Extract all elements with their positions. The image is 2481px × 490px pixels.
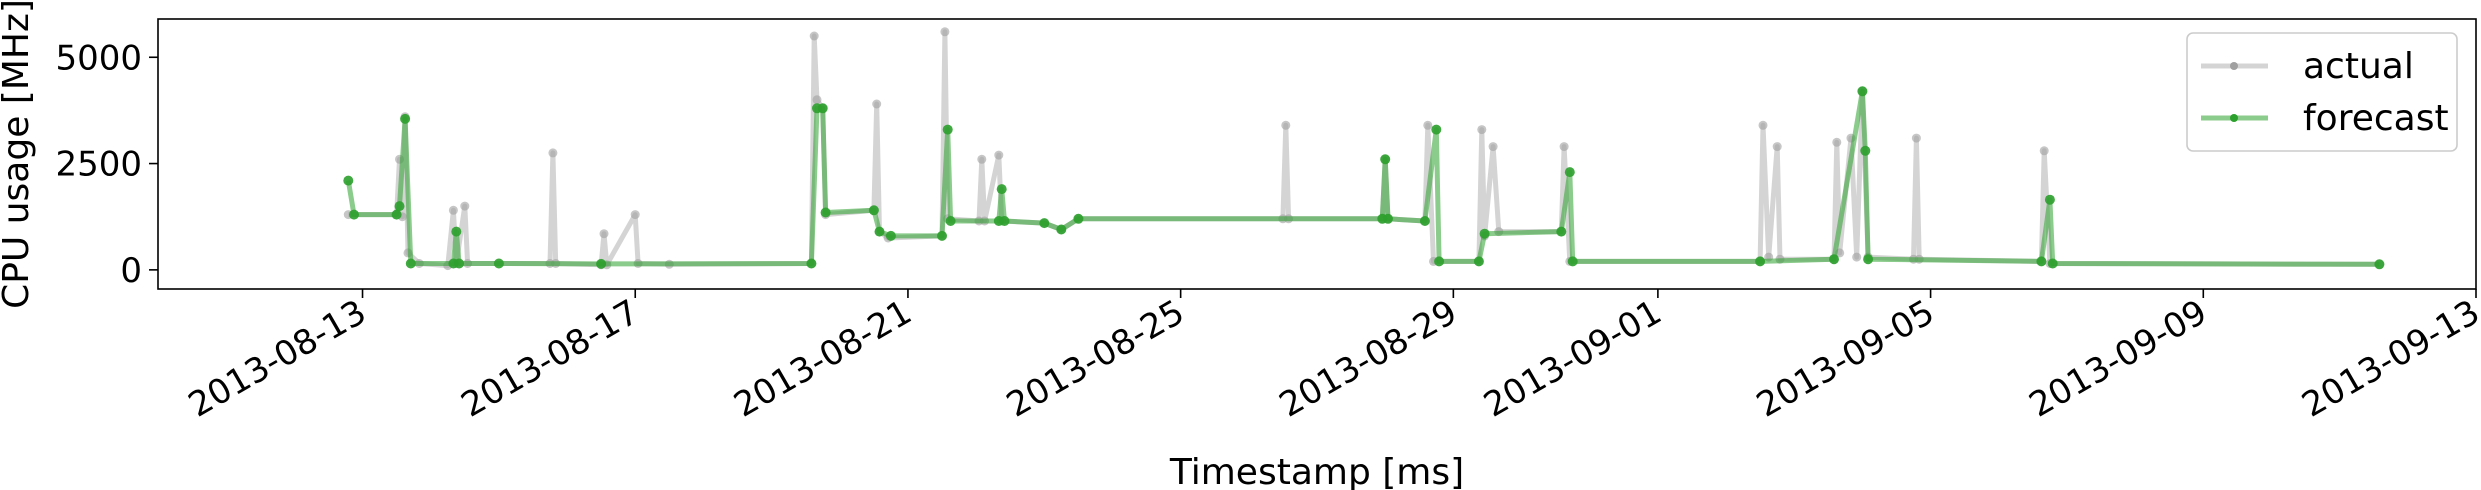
data-point-forecast	[1860, 145, 1871, 156]
data-point-forecast	[945, 216, 956, 226]
data-point-forecast	[1863, 254, 1874, 265]
x-tick-label: 2013-09-09	[2023, 292, 2214, 425]
x-tick-label: 2013-08-13	[182, 292, 373, 425]
x-tick-label: 2013-09-13	[2295, 292, 2481, 425]
y-axis: 0 2500 5000	[55, 38, 158, 291]
data-point-forecast	[885, 230, 896, 241]
data-point-forecast	[2044, 194, 2055, 205]
data-point-forecast	[1383, 213, 1393, 224]
data-point-forecast	[2036, 256, 2047, 267]
x-axis: 2013-08-13 2013-08-17 2013-08-21 2013-08-25…	[182, 289, 2481, 426]
x-tick-label: 2013-09-05	[1750, 292, 1941, 425]
plot-frame	[157, 18, 2477, 290]
data-point-forecast	[820, 207, 831, 218]
data-point-actual	[812, 95, 822, 105]
data-point-actual	[1852, 252, 1862, 262]
data-point-actual	[1423, 120, 1433, 130]
data-point-forecast	[2047, 258, 2058, 269]
x-tick-label: 2013-08-29	[1273, 292, 1464, 425]
data-point-forecast	[942, 124, 953, 135]
y-tick-label: 5000	[55, 38, 142, 78]
data-point-forecast	[1473, 256, 1484, 267]
data-point-forecast	[1434, 256, 1445, 267]
data-point-forecast	[1419, 216, 1430, 226]
data-point-forecast	[493, 258, 504, 269]
data-point-forecast	[1857, 86, 1868, 97]
data-point-actual	[1772, 142, 1782, 152]
data-point-forecast	[405, 258, 416, 269]
series-layer	[343, 27, 2385, 271]
data-point-forecast	[1039, 218, 1050, 229]
data-point-actual	[940, 27, 950, 37]
y-axis-label: CPU usage [MHz]	[0, 0, 37, 309]
data-point-actual	[548, 148, 558, 158]
x-tick-label: 2013-08-17	[455, 292, 646, 425]
data-point-actual	[977, 154, 987, 164]
legend-forecast-label: forecast	[2303, 98, 2449, 139]
data-point-actual	[1477, 125, 1487, 135]
data-point-actual	[1488, 142, 1498, 152]
data-point-forecast	[874, 226, 885, 237]
data-point-actual	[630, 210, 640, 220]
data-point-forecast	[996, 184, 1007, 195]
data-point-forecast	[806, 258, 817, 269]
data-point-forecast	[1073, 213, 1084, 224]
data-point-forecast	[400, 113, 411, 124]
data-point-actual	[1911, 133, 1921, 143]
data-point-forecast	[596, 258, 607, 269]
x-tick-label: 2013-09-01	[1477, 292, 1668, 425]
x-axis-label: Timestamp [ms]	[1169, 452, 1464, 490]
data-point-forecast	[1755, 256, 1766, 267]
data-point-actual	[1832, 137, 1842, 147]
data-point-forecast	[1556, 226, 1567, 237]
data-point-forecast	[999, 216, 1010, 226]
data-point-actual	[448, 205, 458, 215]
data-point-forecast	[1431, 124, 1442, 135]
legend-actual-label: actual	[2303, 46, 2414, 87]
x-tick-label: 2013-08-21	[727, 292, 918, 425]
data-point-forecast	[817, 103, 828, 114]
legend-actual-marker	[2230, 62, 2238, 70]
data-point-actual	[872, 99, 882, 109]
data-point-actual	[2039, 146, 2049, 156]
plot-area	[158, 19, 2476, 289]
data-point-actual	[1281, 120, 1291, 130]
x-tick-label: 2013-08-25	[1000, 292, 1191, 425]
data-point-forecast	[937, 230, 947, 241]
data-point-actual	[994, 150, 1004, 160]
data-point-forecast	[1479, 228, 1490, 239]
data-point-forecast	[451, 226, 462, 237]
data-point-forecast	[1380, 154, 1391, 165]
data-point-actual	[1559, 142, 1569, 152]
legend-forecast-marker	[2230, 114, 2238, 122]
series-forecast	[343, 86, 2385, 270]
data-point-forecast	[349, 209, 359, 220]
data-point-forecast	[391, 209, 402, 220]
data-point-forecast	[454, 258, 465, 269]
data-point-forecast	[343, 175, 354, 186]
data-point-forecast	[394, 201, 405, 212]
data-point-forecast	[868, 205, 879, 216]
data-point-forecast	[1567, 256, 1578, 267]
data-point-forecast	[1564, 167, 1575, 178]
data-point-forecast	[1829, 254, 1839, 265]
data-point-actual	[809, 31, 819, 41]
legend: actual forecast	[2186, 32, 2458, 152]
data-point-forecast	[1056, 224, 1067, 235]
data-point-actual	[599, 229, 609, 239]
data-point-actual	[460, 201, 470, 211]
data-point-forecast	[2374, 259, 2385, 270]
y-tick-label: 0	[120, 251, 142, 291]
y-tick-label: 2500	[55, 145, 142, 185]
legend-box	[2186, 32, 2458, 152]
data-point-actual	[1758, 120, 1768, 130]
